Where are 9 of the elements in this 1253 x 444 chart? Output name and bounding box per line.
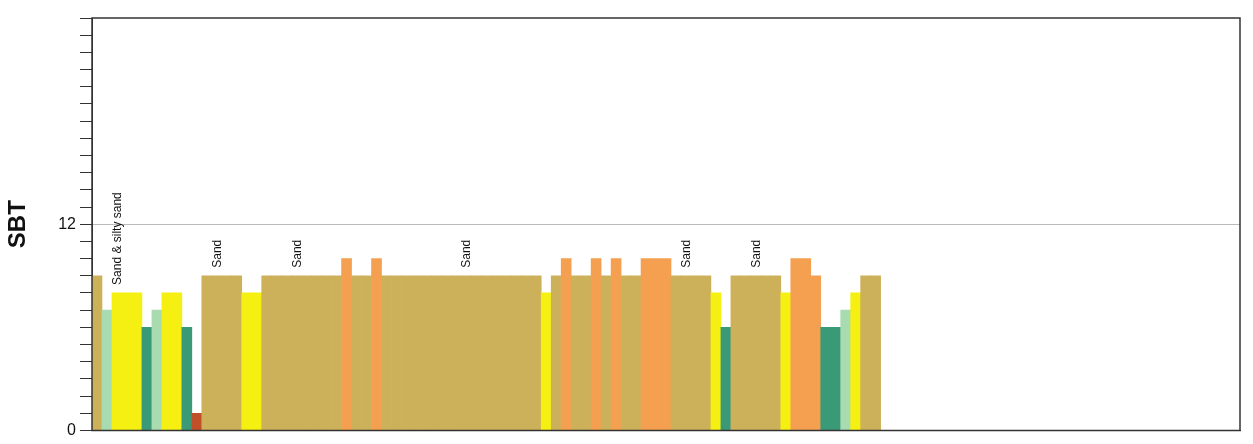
data-label: Sand (748, 239, 763, 268)
y-axis-title: SBT (3, 199, 31, 249)
data-label: Sand (678, 239, 693, 268)
data-label: Sand (209, 239, 224, 268)
y-tick-label: 12 (58, 214, 77, 232)
data-label: Sand & silty sand (109, 192, 124, 285)
data-label: Sand (459, 239, 474, 268)
data-label: Sand (289, 239, 304, 268)
y-tick-label: 0 (67, 420, 77, 438)
